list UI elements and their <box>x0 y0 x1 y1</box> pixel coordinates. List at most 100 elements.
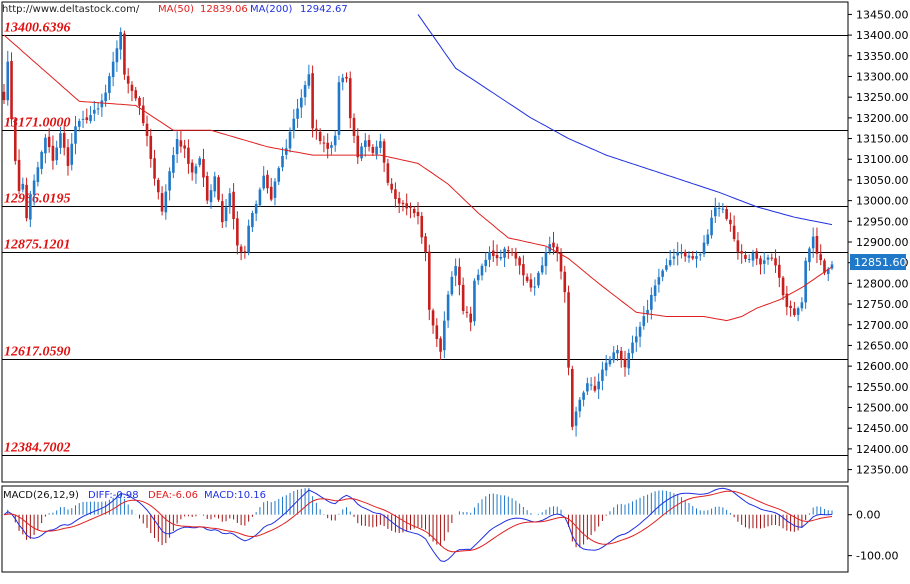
candle-body <box>668 260 672 266</box>
candle-body <box>518 257 521 266</box>
candle-body <box>443 320 446 351</box>
price-tick-label: 12400.00 <box>856 443 909 456</box>
candle-body <box>593 385 597 391</box>
macd-diff: DIFF:-0.98 <box>88 490 139 501</box>
candle-body <box>706 234 710 244</box>
candle-body <box>111 61 115 78</box>
candle-body <box>160 193 164 212</box>
candle-body <box>823 260 826 273</box>
candle-body <box>427 251 431 310</box>
candle-body <box>104 92 107 102</box>
macd-diff-line <box>3 487 833 563</box>
candle-body <box>85 117 89 121</box>
last-price-badge <box>850 254 906 271</box>
candle-body <box>503 248 506 258</box>
candle-body <box>646 309 649 315</box>
candle-body <box>382 141 386 163</box>
candle-body <box>721 208 725 210</box>
candle-body <box>288 131 292 149</box>
candle-body <box>488 251 491 260</box>
candle-body <box>589 384 593 386</box>
candle-body <box>529 279 533 288</box>
candle-body <box>337 82 341 135</box>
candle-body <box>236 218 239 246</box>
macd-tick-label: 0.00 <box>856 509 881 522</box>
candle-body <box>619 350 623 360</box>
candle-body <box>32 180 36 195</box>
candle-body <box>778 264 781 278</box>
candle-body <box>277 168 281 182</box>
candle-body <box>653 285 657 297</box>
candle-body <box>397 197 401 204</box>
candle-body <box>164 191 168 213</box>
candle-body <box>115 48 119 63</box>
candle-body <box>766 257 770 260</box>
candle-body <box>826 268 830 275</box>
price-tick-label: 12800.00 <box>856 277 909 290</box>
candle-body <box>499 257 503 259</box>
price-tick-label: 12650.00 <box>856 339 909 352</box>
candle-body <box>311 73 314 129</box>
candle-body <box>183 145 186 149</box>
candle-body <box>145 123 149 137</box>
candle-body <box>134 90 138 99</box>
candle-body <box>744 254 747 259</box>
candle-body <box>254 203 258 214</box>
candle-body <box>281 155 284 168</box>
candle-body <box>322 142 326 144</box>
candle-body <box>717 207 721 209</box>
candle-body <box>141 105 145 124</box>
candle-body <box>465 311 469 313</box>
candle-body <box>458 266 461 286</box>
candle-body <box>785 293 789 307</box>
candle-body <box>439 338 442 352</box>
candle-body <box>676 252 679 256</box>
candle-body <box>702 242 706 255</box>
candle-body <box>367 139 371 147</box>
candle-body <box>2 91 6 101</box>
candle-body <box>138 97 141 106</box>
candle-body <box>126 76 130 84</box>
candle-body <box>420 215 424 238</box>
candle-body <box>356 135 360 158</box>
candle-body <box>326 142 329 149</box>
candle-body <box>345 76 348 79</box>
candle-body <box>379 141 382 148</box>
candle-body <box>830 264 834 269</box>
candle-body <box>360 146 363 159</box>
candle-body <box>789 305 792 308</box>
candle-body <box>796 308 800 315</box>
candle-body <box>157 179 160 193</box>
candle-body <box>194 166 198 174</box>
candle-body <box>341 77 345 83</box>
price-tick-label: 13300.00 <box>856 70 909 83</box>
level-label: 12384.7002 <box>4 441 71 456</box>
candle-body <box>680 252 683 254</box>
candle-body <box>51 145 55 161</box>
price-tick-label: 12600.00 <box>856 360 909 373</box>
price-tick-label: 13050.00 <box>856 174 909 187</box>
candle-body <box>130 84 134 91</box>
candle-body <box>108 76 111 93</box>
candle-body <box>232 191 235 220</box>
candle-body <box>40 151 43 169</box>
candle-body <box>224 207 228 222</box>
candle-body <box>623 358 627 368</box>
candle-body <box>491 250 495 257</box>
candle-body <box>800 302 804 309</box>
candle-body <box>205 175 209 201</box>
macd-panel-frame <box>1 485 849 573</box>
candle-body <box>634 336 638 343</box>
candle-body <box>484 259 488 267</box>
candle-body <box>303 85 307 98</box>
price-tick-label: 13000.00 <box>856 195 909 208</box>
last-price-label: 12851.60 <box>854 256 907 269</box>
level-label: 12986.0195 <box>4 192 71 207</box>
candle-body <box>168 171 171 191</box>
candle-body <box>296 108 299 119</box>
price-tick-label: 12550.00 <box>856 381 909 394</box>
price-tick-label: 12350.00 <box>856 464 909 477</box>
candle-body <box>770 257 774 259</box>
candle-body <box>247 225 250 253</box>
candle-body <box>811 236 815 249</box>
